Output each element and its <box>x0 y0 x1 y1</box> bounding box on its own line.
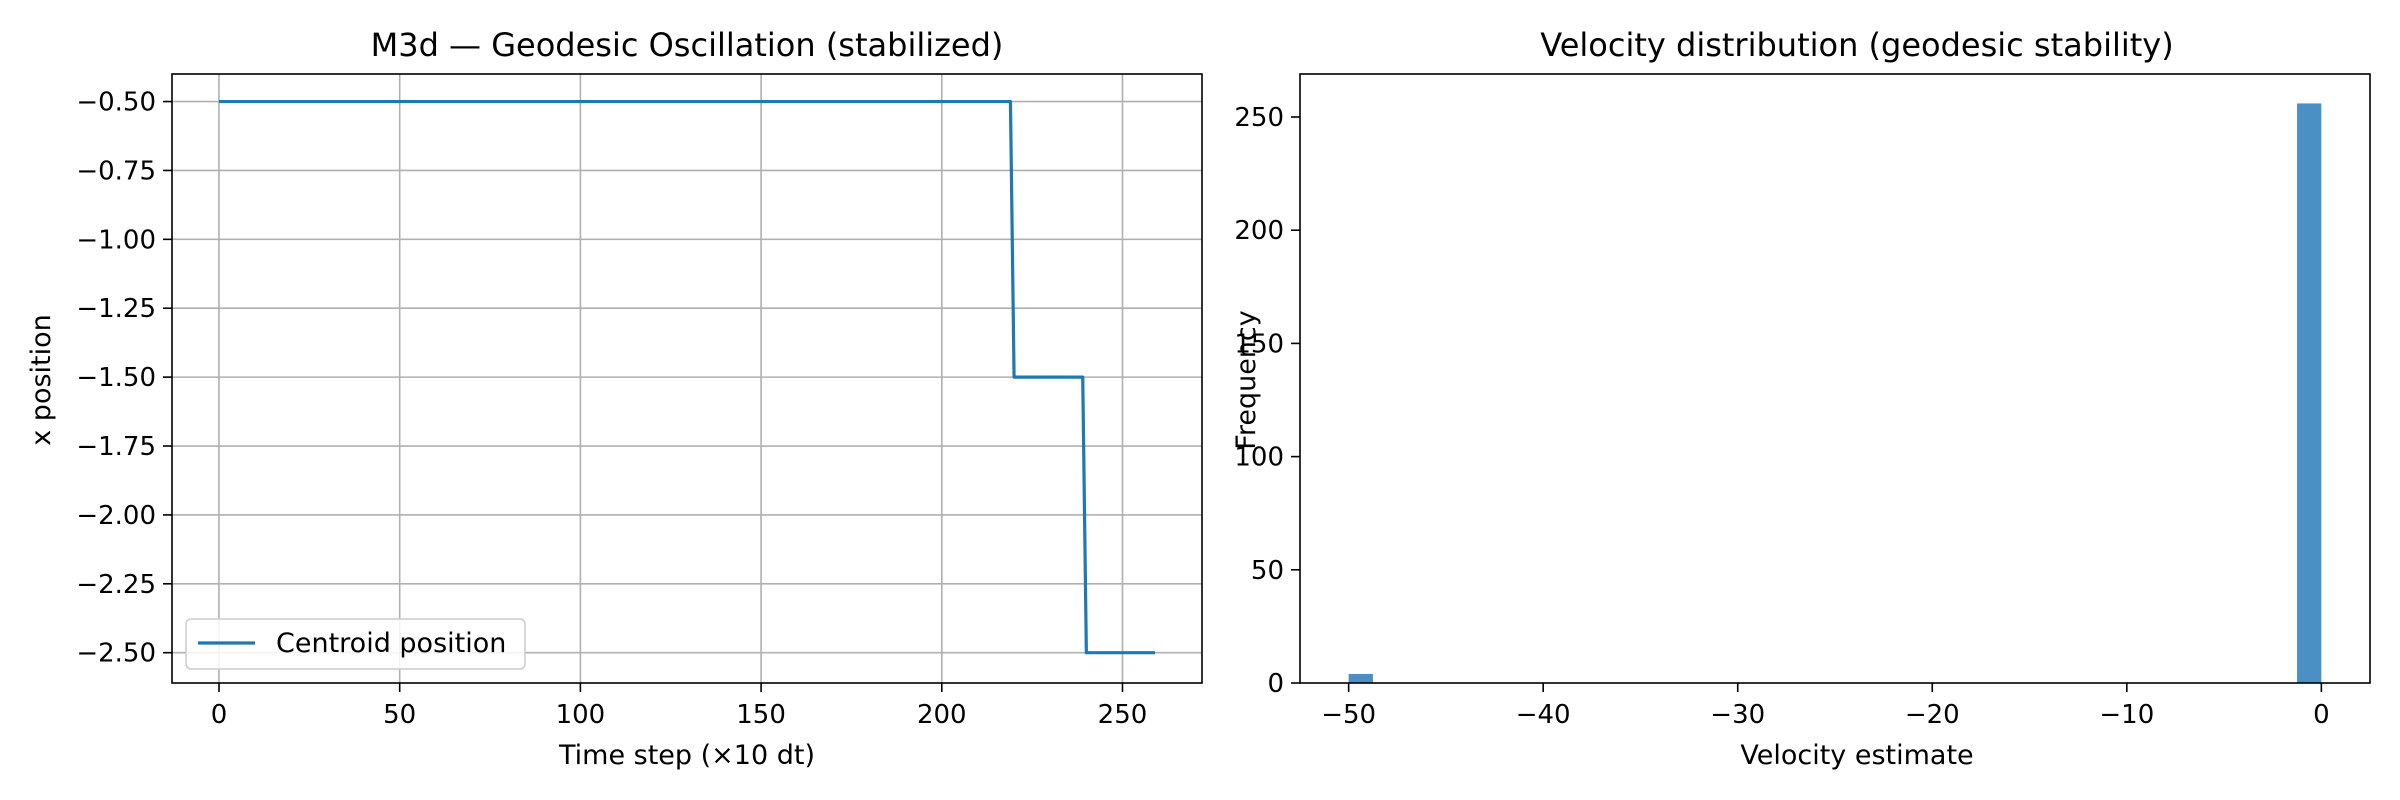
x-tick-label: 0 <box>2313 700 2330 730</box>
chart2-bars <box>1348 103 2322 684</box>
chart2-title: Velocity distribution (geodesic stabilit… <box>1540 26 2173 64</box>
chart1-title: M3d — Geodesic Oscillation (stabilized) <box>371 26 1004 64</box>
legend-label: Centroid position <box>276 628 506 659</box>
chart1-xlabel: Time step (×10 dt) <box>558 740 815 771</box>
x-tick-label: 250 <box>1098 700 1148 730</box>
chart1-series <box>218 99 1156 655</box>
x-tick-label: 150 <box>736 700 786 730</box>
y-tick-label: −2.25 <box>76 570 156 600</box>
chart2-ylabel: Frequency <box>1231 310 1262 450</box>
x-tick-label: 100 <box>556 700 606 730</box>
chart1-legend: Centroid position <box>185 618 526 670</box>
y-tick-label: 250 <box>1234 103 1284 133</box>
chart1-plot-frame <box>171 73 1203 684</box>
y-tick-label: −1.00 <box>76 225 156 255</box>
y-tick-label: −2.50 <box>76 639 156 669</box>
y-tick-label: −0.75 <box>76 156 156 186</box>
chart2-plot-frame <box>1299 73 2371 684</box>
x-tick-label: −20 <box>1905 700 1960 730</box>
y-tick-label: 0 <box>1267 669 1284 699</box>
y-tick-label: 100 <box>1234 443 1284 473</box>
x-tick-label: 0 <box>211 700 228 730</box>
y-tick-label: −1.75 <box>76 432 156 462</box>
chart1-x-ticks: 0 50 100 150 200 250 <box>211 683 1148 730</box>
chart1-grid <box>172 74 1202 683</box>
x-tick-label: −50 <box>1321 700 1376 730</box>
histogram-bar <box>1348 673 1373 683</box>
y-tick-label: 200 <box>1234 216 1284 246</box>
x-tick-label: −40 <box>1516 700 1571 730</box>
chart1-ylabel: x position <box>26 314 57 446</box>
chart1-y-ticks: −0.50 −0.75 −1.00 −1.25 −1.50 −1.75 −2.00 −2.25… <box>76 88 172 669</box>
y-tick-label: −0.50 <box>76 88 156 118</box>
chart2-y-ticks: 0 50 100 150 200 250 <box>1234 103 1300 699</box>
y-tick-label: 50 <box>1251 556 1284 586</box>
histogram-panel: Velocity distribution (geodesic stabilit… <box>1231 26 2371 771</box>
x-tick-label: 200 <box>917 700 967 730</box>
chart2-xlabel: Velocity estimate <box>1740 740 1973 771</box>
line-chart-panel: M3d — Geodesic Oscillation (stabilized) … <box>26 26 1203 771</box>
histogram-bar <box>2297 103 2322 684</box>
x-tick-label: −10 <box>2099 700 2154 730</box>
y-tick-label: −2.00 <box>76 501 156 531</box>
centroid-position-line <box>218 99 1156 655</box>
y-tick-label: 150 <box>1234 329 1284 359</box>
y-tick-label: −1.25 <box>76 294 156 324</box>
y-tick-label: −1.50 <box>76 363 156 393</box>
x-tick-label: −30 <box>1710 700 1765 730</box>
chart2-x-ticks: −50 −40 −30 −20 −10 0 <box>1321 683 2330 730</box>
legend-box <box>185 618 526 670</box>
x-tick-label: 50 <box>383 700 416 730</box>
